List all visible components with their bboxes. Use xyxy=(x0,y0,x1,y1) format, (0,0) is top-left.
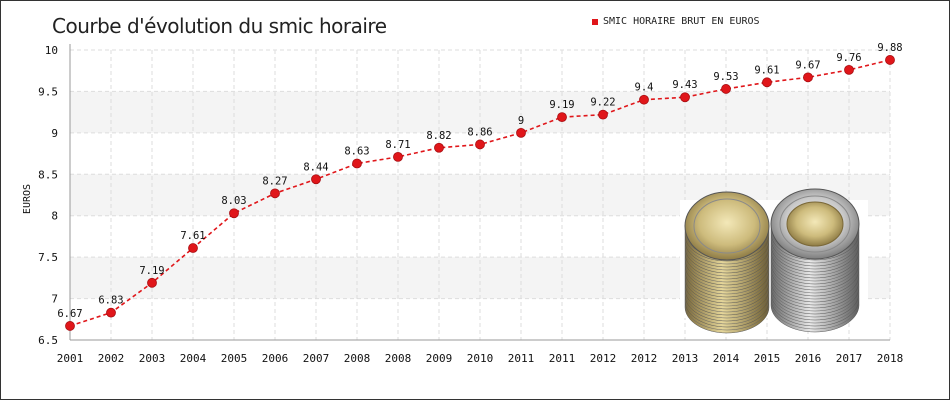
x-tick-label: 2010 xyxy=(467,352,494,365)
data-point xyxy=(106,307,116,318)
data-label: 9 xyxy=(518,115,524,127)
data-point xyxy=(598,109,608,120)
data-label: 9.67 xyxy=(795,59,820,71)
data-point xyxy=(393,151,403,162)
x-tick-label: 2018 xyxy=(877,352,904,365)
data-point xyxy=(516,127,526,138)
data-point xyxy=(188,243,198,253)
x-tick-label: 2009 xyxy=(426,352,453,365)
y-axis-label: EUROS xyxy=(22,184,33,214)
data-label: 8.71 xyxy=(385,139,410,151)
data-point xyxy=(311,174,321,185)
data-point xyxy=(680,92,690,103)
data-label: 9.22 xyxy=(590,97,615,109)
y-tick-label: 8.5 xyxy=(38,168,58,181)
x-tick-label: 2017 xyxy=(836,352,863,365)
gold-coin-stack-ring xyxy=(693,198,761,254)
data-point xyxy=(65,321,75,331)
x-tick-label: 2011 xyxy=(508,352,535,365)
y-tick-label: 6.5 xyxy=(38,334,58,347)
x-tick-label: 2004 xyxy=(180,352,207,365)
y-tick-label: 7.5 xyxy=(38,251,58,264)
data-label: 9.19 xyxy=(549,99,574,111)
data-label: 6.83 xyxy=(98,295,123,307)
data-label: 7.61 xyxy=(180,230,205,242)
data-label: 8.03 xyxy=(221,195,246,207)
gold-coin-stack-face xyxy=(684,191,770,261)
x-tick-label: 2014 xyxy=(713,352,740,365)
data-point xyxy=(475,139,485,150)
data-point xyxy=(762,77,772,88)
x-tick-label: 2016 xyxy=(795,352,822,365)
legend-label: SMIC HORAIRE BRUT EN EUROS xyxy=(603,16,760,27)
data-label: 9.4 xyxy=(635,82,654,94)
data-label: 8.82 xyxy=(426,130,451,142)
x-tick-label: 2008 xyxy=(385,352,412,365)
y-tick-label: 9 xyxy=(51,127,58,140)
data-label: 8.27 xyxy=(262,175,287,187)
data-label: 9.61 xyxy=(754,64,779,76)
x-tick-label: 2011 xyxy=(549,352,576,365)
data-point xyxy=(147,277,157,288)
data-point xyxy=(434,142,444,153)
data-point xyxy=(639,94,649,105)
data-point xyxy=(229,208,239,219)
data-point xyxy=(557,112,567,123)
data-point xyxy=(352,158,362,169)
data-point xyxy=(803,72,813,83)
data-label: 8.44 xyxy=(303,161,328,173)
data-label: 8.63 xyxy=(344,146,369,158)
data-label: 9.76 xyxy=(836,52,861,64)
x-tick-label: 2001 xyxy=(57,352,84,365)
chart-legend: SMIC HORAIRE BRUT EN EUROS xyxy=(592,16,760,27)
x-tick-label: 2015 xyxy=(754,352,781,365)
x-tick-label: 2012 xyxy=(590,352,617,365)
x-tick-label: 2005 xyxy=(221,352,248,365)
data-point xyxy=(844,64,854,75)
data-point xyxy=(721,84,731,94)
x-tick-label: 2012 xyxy=(631,352,658,365)
data-point xyxy=(885,55,895,65)
two-euro-center xyxy=(786,201,844,247)
x-tick-label: 2007 xyxy=(303,352,330,365)
x-tick-label: 2002 xyxy=(98,352,125,365)
grid-band xyxy=(70,91,890,133)
data-label: 8.86 xyxy=(467,126,492,138)
x-tick-label: 2008 xyxy=(344,352,371,365)
data-point xyxy=(270,188,280,199)
y-tick-label: 9.5 xyxy=(38,85,58,98)
data-label: 9.88 xyxy=(877,42,902,54)
data-label: 9.43 xyxy=(672,79,697,91)
y-tick-label: 10 xyxy=(45,44,58,57)
data-label: 6.67 xyxy=(57,308,82,320)
data-label: 9.53 xyxy=(713,71,738,83)
euro-coins-image xyxy=(680,188,868,334)
legend-swatch xyxy=(592,18,598,25)
x-tick-label: 2003 xyxy=(139,352,166,365)
data-label: 7.19 xyxy=(139,265,164,277)
chart-title: Courbe d'évolution du smic horaire xyxy=(52,14,387,38)
y-tick-label: 7 xyxy=(51,293,58,306)
y-tick-label: 8 xyxy=(51,210,58,223)
x-tick-label: 2006 xyxy=(262,352,289,365)
x-tick-label: 2013 xyxy=(672,352,699,365)
silver-coin-stack-ring xyxy=(779,195,851,253)
